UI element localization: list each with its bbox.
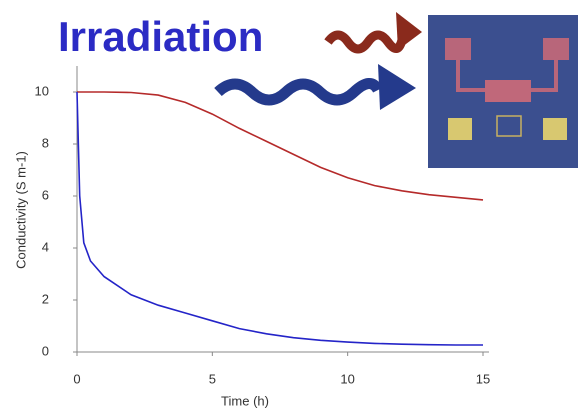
y-axis-label: Conductivity (S m-1) — [13, 151, 28, 269]
x-tick-label: 0 — [73, 371, 80, 386]
y-tick-label: 2 — [42, 291, 49, 306]
blue-arrowhead — [378, 64, 416, 110]
x-tick-label: 10 — [340, 371, 354, 386]
x-tick-label: 5 — [209, 371, 216, 386]
series-line — [76, 91, 483, 346]
red-wave-arrow — [324, 30, 407, 54]
blue-wave-arrow — [214, 78, 383, 106]
red-arrowhead — [396, 12, 422, 50]
x-tick-label: 15 — [476, 371, 490, 386]
device-image — [428, 15, 578, 168]
x-axis-label: Time (h) — [221, 393, 269, 408]
chart-title: Irradiation — [58, 13, 263, 60]
y-tick-label: 6 — [42, 187, 49, 202]
y-tick-label: 8 — [42, 135, 49, 150]
y-tick-label: 4 — [42, 239, 49, 254]
series-line — [77, 91, 484, 201]
y-tick-label: 0 — [42, 343, 49, 358]
y-tick-label: 10 — [35, 83, 49, 98]
